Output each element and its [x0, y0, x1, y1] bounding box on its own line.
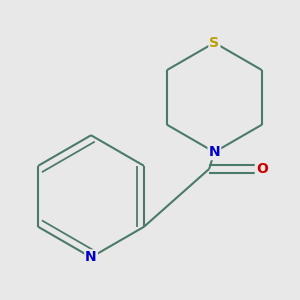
Text: N: N: [85, 250, 97, 264]
Text: O: O: [256, 162, 268, 176]
Text: S: S: [209, 36, 219, 50]
Text: N: N: [208, 145, 220, 159]
